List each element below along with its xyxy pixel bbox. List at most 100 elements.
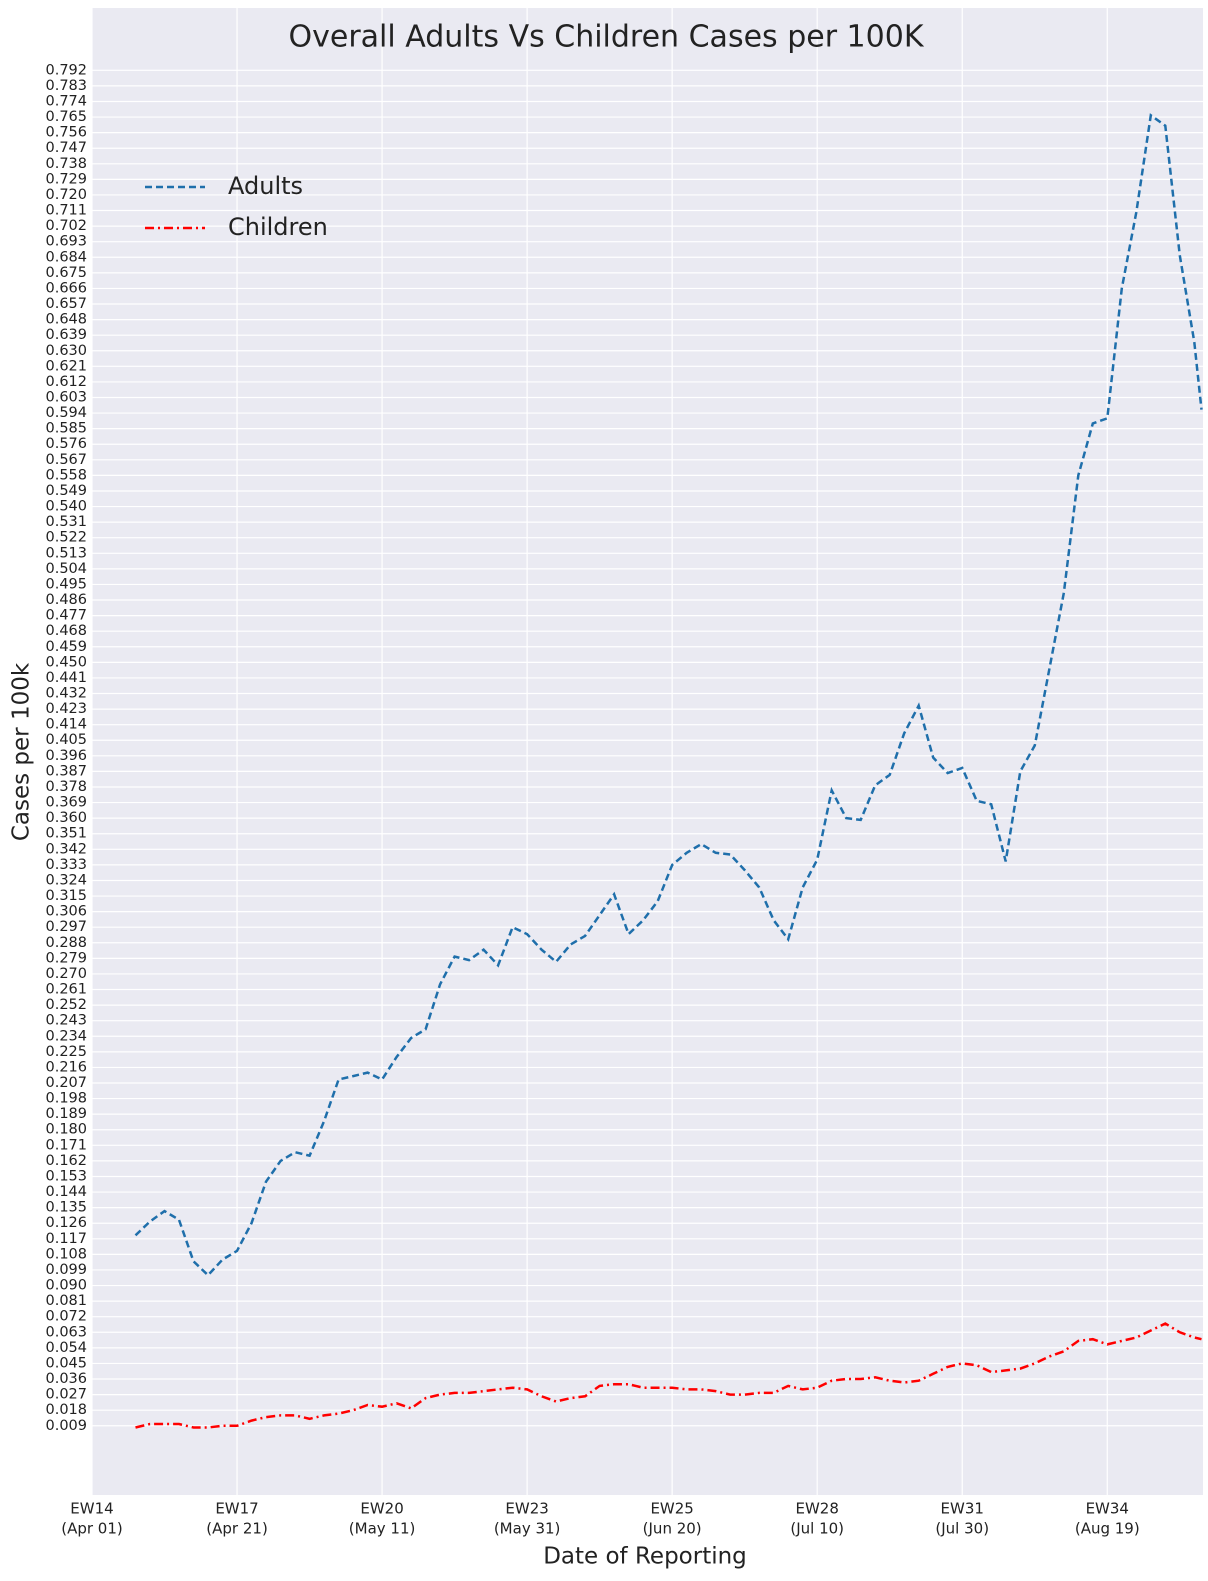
y-tick-label: 0.504 <box>45 561 87 577</box>
x-tick-label: (Apr 21) <box>206 1520 268 1538</box>
y-tick-label: 0.027 <box>45 1387 87 1403</box>
y-tick-label: 0.351 <box>45 826 87 842</box>
y-tick-label: 0.171 <box>45 1137 87 1153</box>
y-tick-label: 0.432 <box>45 686 87 702</box>
x-tick-label: (Jul 30) <box>935 1520 989 1538</box>
y-tick-label: 0.531 <box>45 514 87 530</box>
y-tick-label: 0.216 <box>45 1059 87 1075</box>
y-tick-label: 0.225 <box>45 1044 87 1060</box>
y-tick-label: 0.756 <box>45 125 87 141</box>
x-tick-label: EW20 <box>360 1500 403 1518</box>
y-tick-label: 0.666 <box>45 280 87 296</box>
y-tick-label: 0.270 <box>45 966 87 982</box>
y-tick-label: 0.558 <box>45 467 87 483</box>
y-tick-label: 0.396 <box>45 748 87 764</box>
y-tick-label: 0.207 <box>45 1075 87 1091</box>
y-tick-label: 0.792 <box>45 62 87 78</box>
y-tick-label: 0.315 <box>45 888 87 904</box>
y-tick-label: 0.603 <box>45 389 87 405</box>
x-tick-label: EW28 <box>795 1500 838 1518</box>
y-tick-label: 0.513 <box>45 545 87 561</box>
y-tick-label: 0.162 <box>45 1153 87 1169</box>
x-tick-label: (Jul 10) <box>790 1520 844 1538</box>
y-tick-label: 0.324 <box>45 872 87 888</box>
y-tick-label: 0.072 <box>45 1309 87 1325</box>
y-tick-label: 0.450 <box>45 654 87 670</box>
y-tick-label: 0.243 <box>45 1013 87 1029</box>
y-tick-label: 0.369 <box>45 795 87 811</box>
y-tick-label: 0.054 <box>45 1340 87 1356</box>
y-tick-label: 0.063 <box>45 1324 87 1340</box>
y-tick-label: 0.108 <box>45 1246 87 1262</box>
y-tick-label: 0.738 <box>45 156 87 172</box>
x-tick-label: EW31 <box>941 1500 984 1518</box>
y-tick-label: 0.252 <box>45 997 87 1013</box>
y-tick-label: 0.612 <box>45 374 87 390</box>
x-tick-label: EW23 <box>505 1500 548 1518</box>
y-tick-label: 0.639 <box>45 327 87 343</box>
data-line <box>135 1322 1202 1429</box>
y-tick-label: 0.621 <box>45 358 87 374</box>
y-tick-label: 0.045 <box>45 1355 87 1371</box>
chart-title: Overall Adults Vs Children Cases per 100… <box>289 20 925 55</box>
y-tick-label: 0.099 <box>45 1262 87 1278</box>
plot-area <box>92 8 1203 1495</box>
x-tick-label: EW25 <box>650 1500 693 1518</box>
y-tick-label: 0.468 <box>45 623 87 639</box>
y-tick-label: 0.081 <box>45 1293 87 1309</box>
y-axis-label: Cases per 100k <box>9 662 35 841</box>
y-tick-label: 0.018 <box>45 1402 87 1418</box>
y-tick-label: 0.522 <box>45 530 87 546</box>
y-tick-label: 0.693 <box>45 234 87 250</box>
x-tick-label: EW17 <box>215 1500 258 1518</box>
y-tick-label: 0.477 <box>45 608 87 624</box>
y-tick-label: 0.765 <box>45 109 87 125</box>
y-tick-label: 0.234 <box>45 1028 87 1044</box>
y-tick-label: 0.711 <box>45 203 87 219</box>
y-tick-label: 0.153 <box>45 1168 87 1184</box>
y-tick-label: 0.090 <box>45 1278 87 1294</box>
y-tick-label: 0.486 <box>45 592 87 608</box>
y-tick-label: 0.441 <box>45 670 87 686</box>
y-tick-label: 0.297 <box>45 919 87 935</box>
x-tick-label: (Aug 19) <box>1075 1520 1140 1538</box>
y-tick-label: 0.585 <box>45 421 87 437</box>
y-tick-label: 0.423 <box>45 701 87 717</box>
y-tick-label: 0.783 <box>45 78 87 94</box>
x-axis-label: Date of Reporting <box>543 1544 747 1570</box>
y-tick-label: 0.747 <box>45 140 87 156</box>
marks <box>134 113 1203 1429</box>
y-tick-label: 0.675 <box>45 265 87 281</box>
y-tick-label: 0.774 <box>45 93 87 109</box>
y-tick-label: 0.126 <box>45 1215 87 1231</box>
y-tick-label: 0.261 <box>45 982 87 998</box>
y-tick-label: 0.036 <box>45 1371 87 1387</box>
y-tick-label: 0.288 <box>45 935 87 951</box>
y-tick-label: 0.495 <box>45 576 87 592</box>
y-tick-label: 0.117 <box>45 1231 87 1247</box>
y-tick-label: 0.279 <box>45 950 87 966</box>
y-tick-label: 0.459 <box>45 639 87 655</box>
y-tick-label: 0.387 <box>45 763 87 779</box>
y-tick-label: 0.360 <box>45 810 87 826</box>
y-tick-label: 0.630 <box>45 343 87 359</box>
y-tick-label: 0.306 <box>45 904 87 920</box>
y-tick-label: 0.648 <box>45 312 87 328</box>
y-tick-label: 0.333 <box>45 857 87 873</box>
x-tick-label: (May 11) <box>349 1520 416 1538</box>
x-tick-label: (Apr 01) <box>61 1520 123 1538</box>
y-tick-label: 0.540 <box>45 499 87 515</box>
y-tick-label: 0.135 <box>45 1200 87 1216</box>
y-tick-label: 0.180 <box>45 1122 87 1138</box>
y-tick-label: 0.189 <box>45 1106 87 1122</box>
y-tick-label: 0.144 <box>45 1184 87 1200</box>
y-tick-label: 0.405 <box>45 732 87 748</box>
y-tick-label: 0.720 <box>45 187 87 203</box>
x-tick-label: (May 31) <box>494 1520 561 1538</box>
y-tick-label: 0.549 <box>45 483 87 499</box>
y-tick-label: 0.576 <box>45 436 87 452</box>
y-tick-label: 0.657 <box>45 296 87 312</box>
y-tick-label: 0.414 <box>45 717 87 733</box>
x-tick-label: EW34 <box>1086 1500 1129 1518</box>
